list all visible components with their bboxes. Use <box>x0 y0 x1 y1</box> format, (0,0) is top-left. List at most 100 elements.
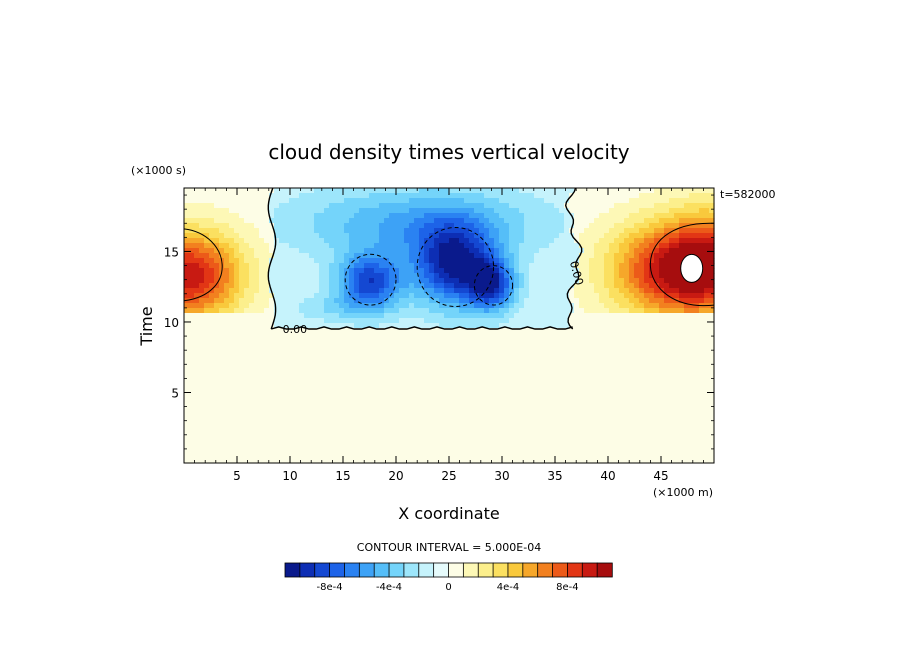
heatmap-cell <box>434 248 440 254</box>
heatmap-cell <box>204 313 210 319</box>
heatmap-cell <box>329 318 335 324</box>
heatmap-cell <box>304 383 310 389</box>
heatmap-cell <box>709 188 715 194</box>
heatmap-cell <box>389 243 395 249</box>
heatmap-cell <box>604 318 610 324</box>
heatmap-cell <box>334 258 340 264</box>
heatmap-cell <box>699 418 705 424</box>
heatmap-cell <box>334 328 340 334</box>
heatmap-cell <box>484 203 490 209</box>
heatmap-cell <box>244 418 250 424</box>
heatmap-cell <box>539 283 545 289</box>
heatmap-cell <box>454 223 460 229</box>
heatmap-cell <box>689 388 695 394</box>
heatmap-cell <box>524 213 530 219</box>
heatmap-cell <box>704 353 710 359</box>
heatmap-cell <box>239 248 245 254</box>
heatmap-cell <box>564 383 570 389</box>
heatmap-cell <box>684 303 690 309</box>
heatmap-cell <box>584 213 590 219</box>
heatmap-cell <box>284 283 290 289</box>
heatmap-cell <box>519 288 525 294</box>
heatmap-cell <box>194 368 200 374</box>
heatmap-cell <box>634 308 640 314</box>
heatmap-cell <box>399 363 405 369</box>
heatmap-cell <box>444 288 450 294</box>
heatmap-cell <box>234 328 240 334</box>
heatmap-cell <box>379 393 385 399</box>
heatmap-cell <box>319 243 325 249</box>
heatmap-cell <box>669 383 675 389</box>
heatmap-cell <box>274 258 280 264</box>
heatmap-cell <box>514 363 520 369</box>
heatmap-cell <box>654 308 660 314</box>
heatmap-cell <box>419 398 425 404</box>
heatmap-cell <box>529 208 535 214</box>
heatmap-cell <box>649 228 655 234</box>
heatmap-cell <box>209 353 215 359</box>
heatmap-cell <box>589 208 595 214</box>
heatmap-cell <box>614 293 620 299</box>
heatmap-cell <box>319 293 325 299</box>
heatmap-cell <box>384 268 390 274</box>
heatmap-cell <box>214 223 220 229</box>
heatmap-cell <box>644 248 650 254</box>
heatmap-cell <box>494 243 500 249</box>
heatmap-cell <box>459 368 465 374</box>
heatmap-cell <box>409 223 415 229</box>
heatmap-cell <box>689 343 695 349</box>
heatmap-cell <box>479 343 485 349</box>
heatmap-cell <box>454 298 460 304</box>
heatmap-cell <box>549 203 555 209</box>
heatmap-cell <box>669 308 675 314</box>
heatmap-cell <box>339 313 345 319</box>
heatmap-cell <box>534 278 540 284</box>
heatmap-cell <box>709 383 715 389</box>
heatmap-cell <box>214 228 220 234</box>
heatmap-cell <box>699 208 705 214</box>
heatmap-cell <box>244 268 250 274</box>
heatmap-cell <box>599 378 605 384</box>
heatmap-cell <box>649 248 655 254</box>
heatmap-cell <box>639 213 645 219</box>
heatmap-cell <box>674 218 680 224</box>
heatmap-cell <box>389 323 395 329</box>
heatmap-cell <box>234 333 240 339</box>
heatmap-cell <box>214 208 220 214</box>
heatmap-cell <box>409 298 415 304</box>
heatmap-cell <box>474 318 480 324</box>
heatmap-cell <box>494 313 500 319</box>
heatmap-cell <box>509 203 515 209</box>
heatmap-cell <box>474 208 480 214</box>
heatmap-cell <box>254 308 260 314</box>
heatmap-cell <box>609 238 615 244</box>
heatmap-cell <box>399 213 405 219</box>
heatmap-cell <box>534 218 540 224</box>
heatmap-cell <box>294 408 300 414</box>
heatmap-cell <box>654 233 660 239</box>
heatmap-cell <box>624 393 630 399</box>
heatmap-cell <box>304 203 310 209</box>
heatmap-cell <box>699 343 705 349</box>
heatmap-cell <box>244 188 250 194</box>
heatmap-cell <box>264 293 270 299</box>
heatmap-cell <box>589 333 595 339</box>
heatmap-cell <box>439 408 445 414</box>
heatmap-cell <box>189 283 195 289</box>
heatmap-cell <box>634 418 640 424</box>
heatmap-cell <box>329 293 335 299</box>
heatmap-cell <box>654 328 660 334</box>
heatmap-cell <box>284 298 290 304</box>
heatmap-cell <box>484 318 490 324</box>
heatmap-cell <box>664 278 670 284</box>
heatmap-cell <box>634 413 640 419</box>
heatmap-cell <box>419 298 425 304</box>
heatmap-cell <box>589 323 595 329</box>
heatmap-cell <box>509 208 515 214</box>
heatmap-cell <box>554 343 560 349</box>
heatmap-cell <box>469 223 475 229</box>
heatmap-cell <box>199 203 205 209</box>
heatmap-cell <box>394 348 400 354</box>
heatmap-cell <box>544 363 550 369</box>
heatmap-cell <box>204 418 210 424</box>
